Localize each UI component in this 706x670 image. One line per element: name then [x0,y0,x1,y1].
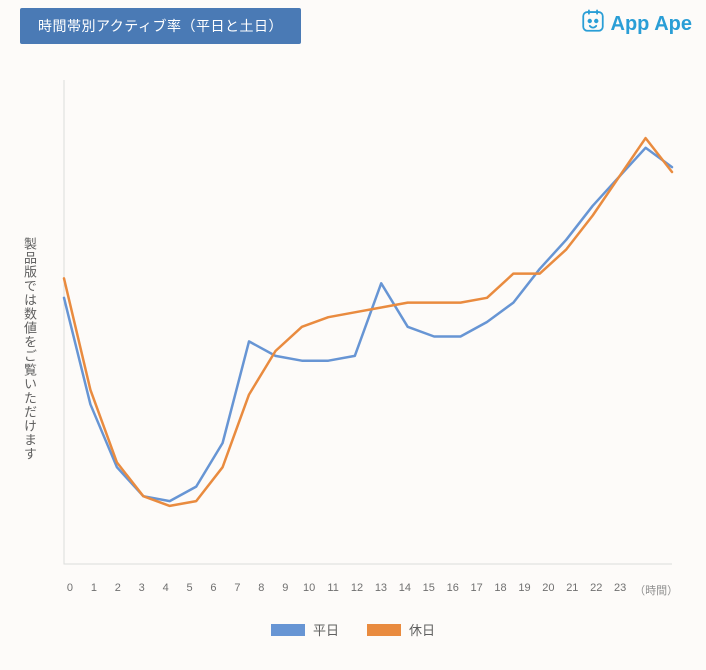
x-tick: 23 [608,582,632,598]
y-axis-label: 製品版では数値をご覧いただけます [20,237,39,461]
x-tick: 10 [297,582,321,598]
app-ape-logo-icon [580,8,606,40]
chart-legend: 平日 休日 [20,620,686,639]
legend-swatch [367,624,401,636]
x-tick: 9 [273,582,297,598]
x-tick: 20 [536,582,560,598]
x-tick: 4 [154,582,178,598]
x-tick: 6 [202,582,226,598]
x-tick: 19 [513,582,537,598]
x-tick: 21 [560,582,584,598]
x-tick: 1 [82,582,106,598]
header: 時間帯別アクティブ率（平日と土日） App Ape [0,0,706,52]
chart-title-badge: 時間帯別アクティブ率（平日と土日） [20,8,301,44]
legend-label: 休日 [409,620,435,639]
x-tick: 7 [225,582,249,598]
app-ape-logo-text: App Ape [611,13,692,36]
x-tick: 11 [321,582,345,598]
legend-swatch [271,624,305,636]
x-tick: 18 [489,582,513,598]
x-tick: 14 [393,582,417,598]
x-tick: 16 [441,582,465,598]
series-weekday [64,148,672,501]
x-tick: 17 [465,582,489,598]
x-tick: 15 [417,582,441,598]
x-tick: 3 [130,582,154,598]
chart-container: 製品版では数値をご覧いただけます 01234567891011121314151… [20,72,686,639]
app-ape-logo: App Ape [580,8,692,40]
x-tick: 13 [369,582,393,598]
line-chart-plot [58,72,678,572]
legend-item-weekday: 平日 [271,620,339,639]
x-axis-unit: （時間） [632,582,678,598]
x-tick: 8 [249,582,273,598]
x-tick: 0 [58,582,82,598]
x-axis-labels: 01234567891011121314151617181920212223（時… [58,572,678,598]
x-tick: 22 [584,582,608,598]
legend-label: 平日 [313,620,339,639]
x-tick: 12 [345,582,369,598]
legend-item-holiday: 休日 [367,620,435,639]
x-tick: 2 [106,582,130,598]
x-tick: 5 [178,582,202,598]
